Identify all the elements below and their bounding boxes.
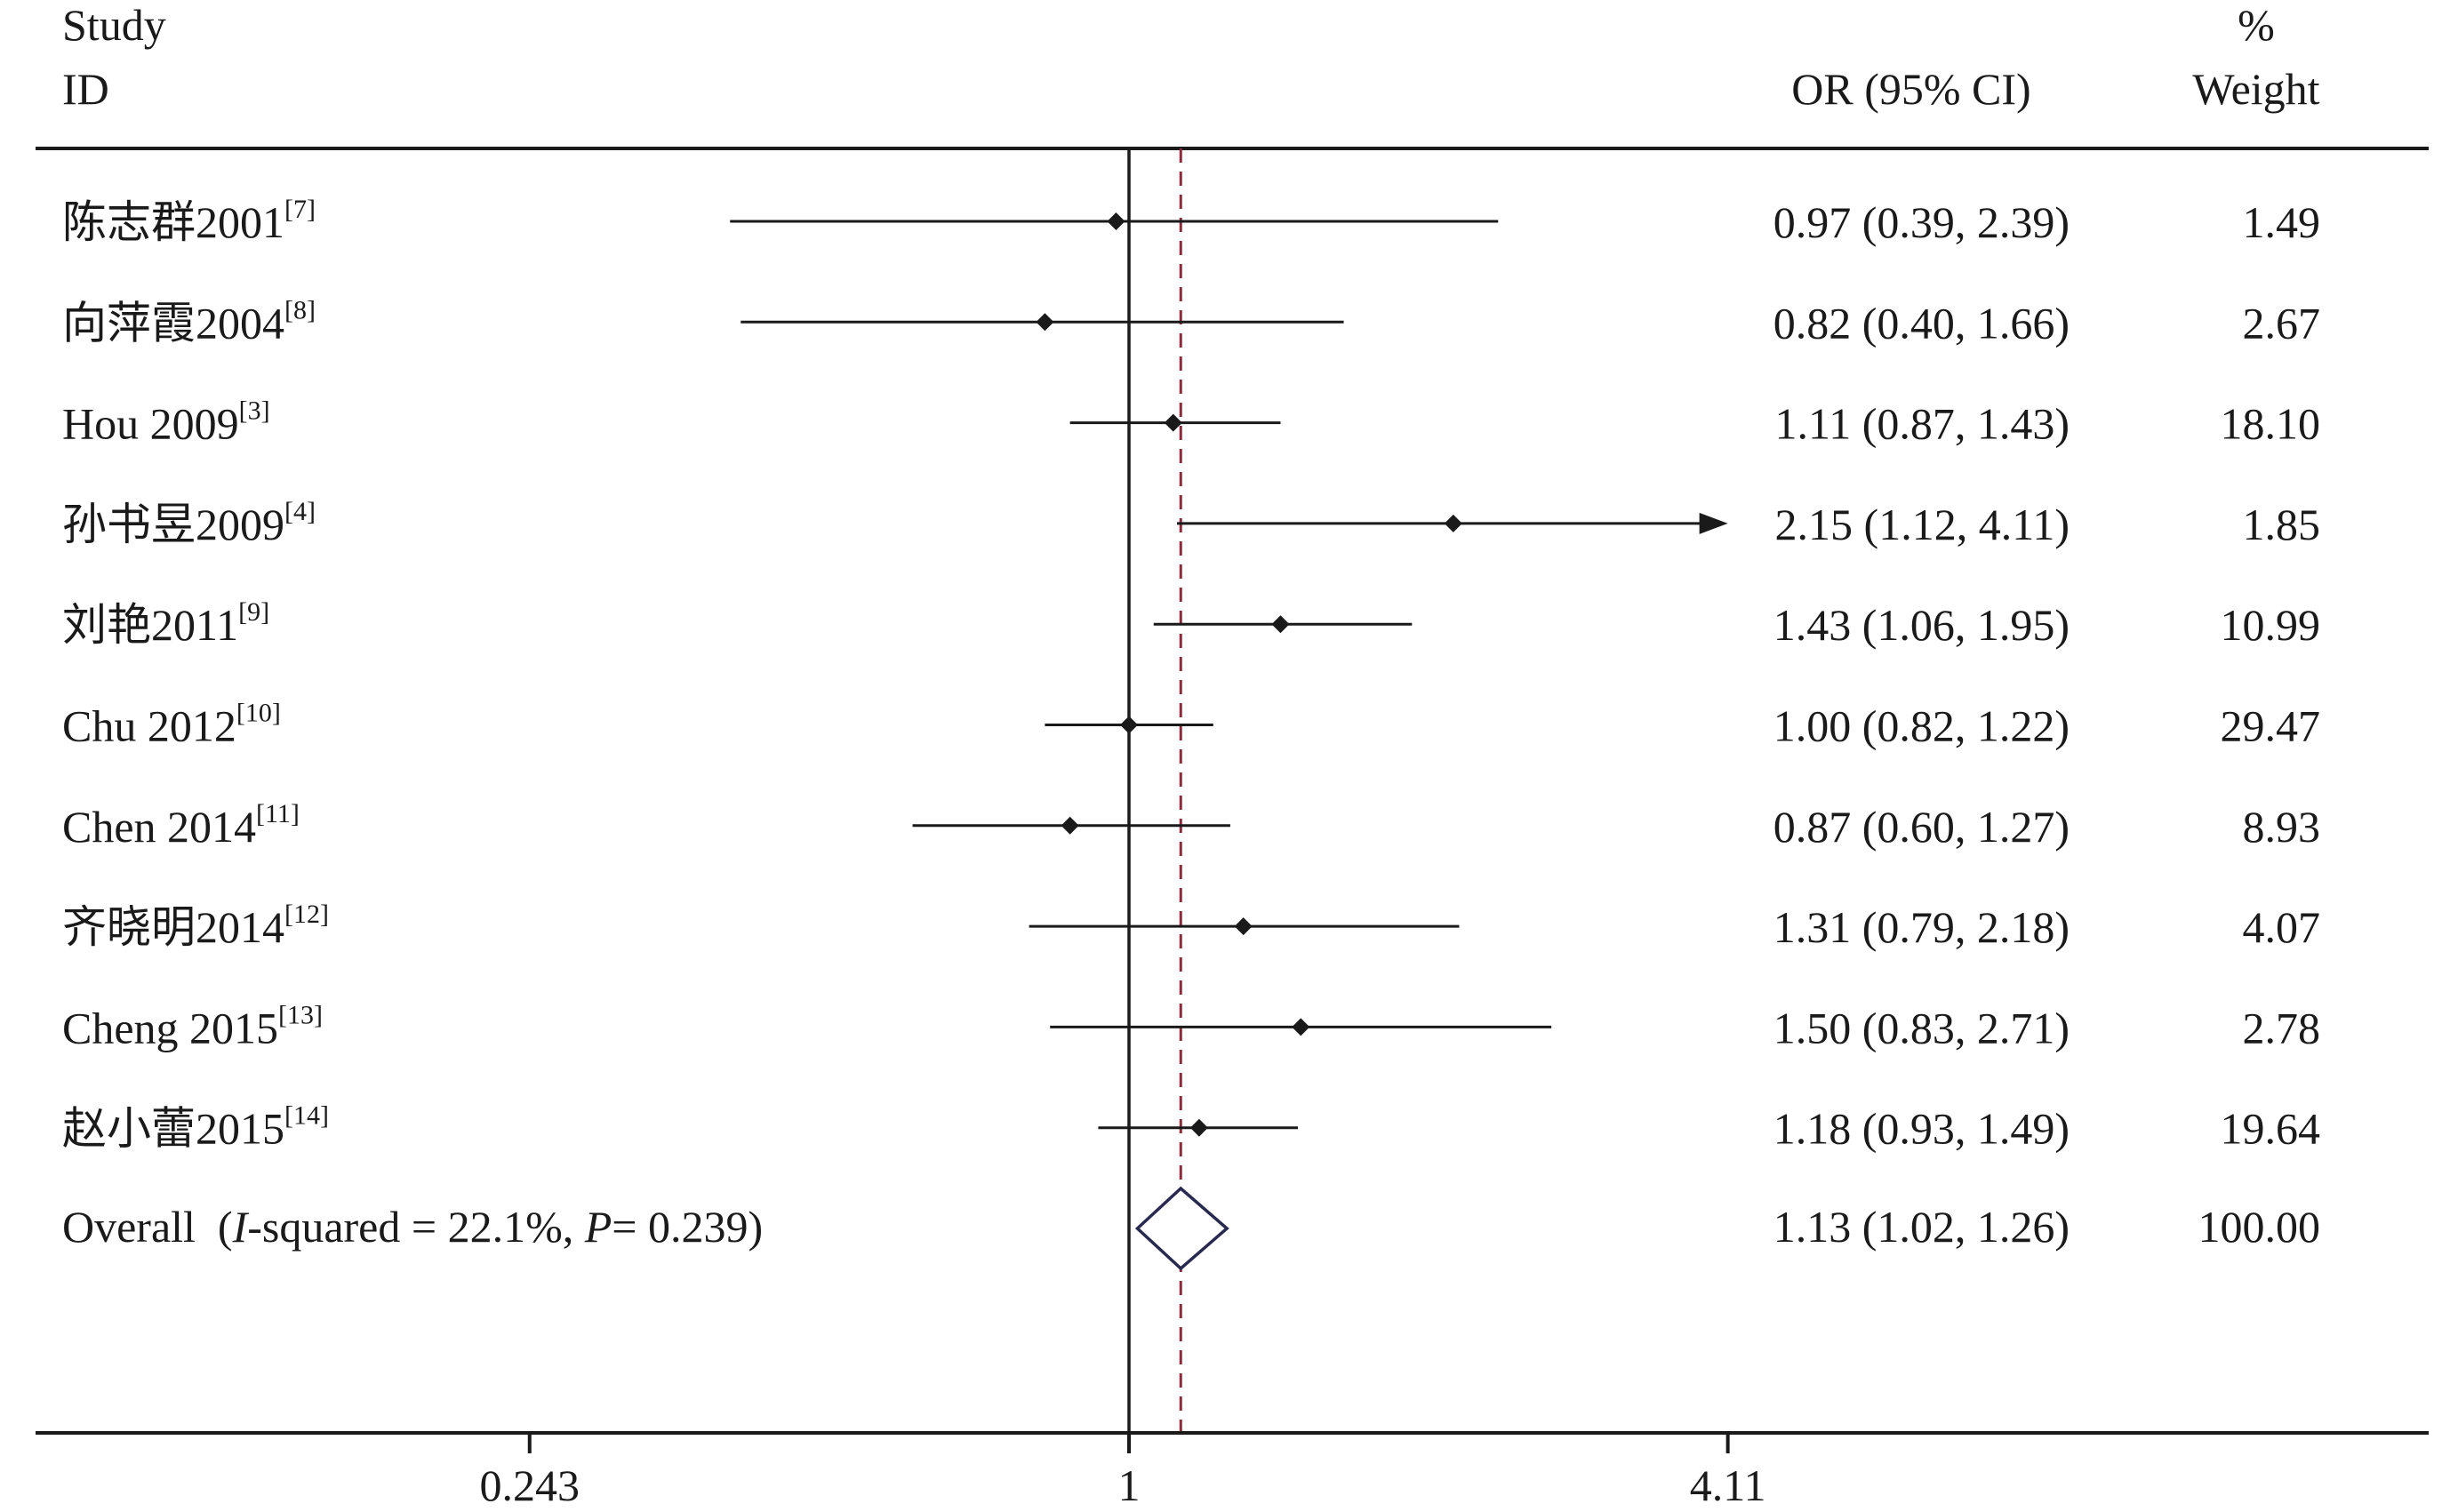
overall-label: Overall (I-squared = 22.1%, P= 0.239) bbox=[62, 1202, 763, 1252]
ci-text: 0.82 (0.40, 1.66) bbox=[1773, 298, 2070, 348]
study-reference: [7] bbox=[284, 195, 316, 224]
study-name: 向萍霞2004[8] bbox=[62, 295, 316, 348]
point-estimate bbox=[1120, 716, 1138, 734]
study-name: 陈志群2001[7] bbox=[62, 195, 316, 247]
overall-row: Overall (I-squared = 22.1%, P= 0.239) 1.… bbox=[62, 1186, 2321, 1271]
study-reference: [8] bbox=[284, 295, 316, 324]
study-name: 齐晓明2014[12] bbox=[62, 900, 329, 952]
study-name-text: Chu 2012 bbox=[62, 701, 236, 751]
study-reference: [9] bbox=[238, 597, 269, 627]
point-estimate bbox=[1107, 212, 1125, 230]
study-row: 向萍霞2004[8] 0.82 (0.40, 1.66) 2.67 bbox=[62, 295, 2320, 348]
overall-ci-text: 1.13 (1.02, 1.26) bbox=[1773, 1202, 2070, 1252]
ci-text: 1.00 (0.82, 1.22) bbox=[1773, 701, 2070, 751]
study-name-text: Cheng 2015 bbox=[62, 1003, 278, 1052]
point-estimate bbox=[1271, 615, 1290, 634]
study-name-text: Chen 2014 bbox=[62, 802, 256, 852]
study-name-text: 孙书昱2009 bbox=[62, 500, 284, 549]
study-name: Hou 2009[3] bbox=[62, 396, 270, 449]
study-row: Chen 2014[11] 0.87 (0.60, 1.27) 8.93 bbox=[62, 799, 2320, 852]
study-reference: [10] bbox=[236, 699, 281, 728]
study-row: 齐晓明2014[12] 1.31 (0.79, 2.18) 4.07 bbox=[62, 900, 2320, 952]
study-row: 孙书昱2009[4] 2.15 (1.12, 4.11) 1.85 bbox=[62, 497, 2320, 549]
weight-value: 2.67 bbox=[2243, 298, 2321, 348]
header-weight-label: Weight bbox=[2192, 64, 2319, 114]
study-row: Chu 2012[10] 1.00 (0.82, 1.22) 29.47 bbox=[62, 699, 2320, 751]
study-reference: [3] bbox=[239, 396, 270, 426]
study-name-text: 赵小蕾2015 bbox=[62, 1104, 284, 1154]
point-estimate bbox=[1292, 1018, 1310, 1036]
study-name: Chen 2014[11] bbox=[62, 799, 300, 852]
header-id-label: ID bbox=[62, 64, 109, 114]
weight-value: 4.07 bbox=[2243, 902, 2321, 952]
study-row: Hou 2009[3] 1.11 (0.87, 1.43) 18.10 bbox=[62, 396, 2320, 449]
study-reference: [13] bbox=[278, 1000, 323, 1029]
study-name-text: 陈志群2001 bbox=[62, 197, 284, 247]
ci-text: 1.31 (0.79, 2.18) bbox=[1773, 902, 2070, 952]
point-estimate bbox=[1234, 917, 1253, 936]
x-axis-ticks: 0.243 1 4.11 bbox=[480, 1433, 1766, 1510]
ci-text: 1.11 (0.87, 1.43) bbox=[1775, 399, 2070, 449]
study-name: 孙书昱2009[4] bbox=[62, 497, 316, 549]
point-estimate bbox=[1164, 413, 1182, 432]
ci-arrow bbox=[1699, 512, 1728, 534]
header-weight-percent: % bbox=[2238, 0, 2275, 50]
study-row: 刘艳2011[9] 1.43 (1.06, 1.95) 10.99 bbox=[62, 597, 2320, 650]
header-effect-label: OR (95% CI) bbox=[1791, 64, 2030, 114]
study-name-text: 齐晓明2014 bbox=[62, 902, 284, 952]
weight-value: 10.99 bbox=[2221, 600, 2321, 650]
study-rows: 陈志群2001[7] 0.97 (0.39, 2.39) 1.49 向萍霞2004[8… bbox=[62, 195, 2320, 1154]
study-name: 刘艳2011[9] bbox=[62, 597, 269, 650]
weight-value: 1.49 bbox=[2243, 197, 2321, 247]
study-name-text: Hou 2009 bbox=[62, 399, 239, 449]
overall-weight: 100.00 bbox=[2198, 1202, 2321, 1252]
header: Study ID OR (95% CI) % Weight bbox=[62, 0, 2320, 114]
x-tick-label: 0.243 bbox=[480, 1460, 580, 1510]
study-name: Cheng 2015[13] bbox=[62, 1000, 323, 1052]
header-study-label: Study bbox=[62, 0, 166, 50]
point-estimate bbox=[1061, 816, 1079, 835]
study-name: Chu 2012[10] bbox=[62, 699, 281, 751]
weight-value: 29.47 bbox=[2221, 701, 2321, 751]
study-name-text: 向萍霞2004 bbox=[62, 298, 284, 348]
x-tick-label: 1 bbox=[1118, 1460, 1141, 1510]
study-name-text: 刘艳2011 bbox=[62, 600, 238, 650]
study-row: Cheng 2015[13] 1.50 (0.83, 2.71) 2.78 bbox=[62, 1000, 2320, 1052]
overall-diamond bbox=[1134, 1186, 1229, 1271]
weight-value: 8.93 bbox=[2243, 802, 2321, 852]
ci-text: 2.15 (1.12, 4.11) bbox=[1775, 500, 2070, 549]
ci-text: 1.50 (0.83, 2.71) bbox=[1773, 1003, 2070, 1052]
study-reference: [4] bbox=[284, 497, 316, 526]
study-name: 赵小蕾2015[14] bbox=[62, 1101, 329, 1154]
point-estimate bbox=[1036, 313, 1054, 332]
study-row: 赵小蕾2015[14] 1.18 (0.93, 1.49) 19.64 bbox=[62, 1101, 2320, 1154]
ci-text: 0.87 (0.60, 1.27) bbox=[1773, 802, 2070, 852]
ci-text: 1.43 (1.06, 1.95) bbox=[1773, 600, 2070, 650]
study-reference: [11] bbox=[256, 799, 300, 828]
point-estimate bbox=[1444, 514, 1462, 532]
weight-value: 19.64 bbox=[2221, 1104, 2321, 1154]
x-tick-label: 4.11 bbox=[1690, 1460, 1766, 1510]
weight-value: 2.78 bbox=[2243, 1003, 2321, 1052]
point-estimate bbox=[1189, 1118, 1208, 1137]
study-reference: [12] bbox=[284, 900, 329, 929]
weight-value: 1.85 bbox=[2243, 500, 2321, 549]
ci-text: 0.97 (0.39, 2.39) bbox=[1773, 197, 2070, 247]
study-reference: [14] bbox=[284, 1101, 329, 1131]
weight-value: 18.10 bbox=[2221, 399, 2321, 449]
ci-text: 1.18 (0.93, 1.49) bbox=[1773, 1104, 2070, 1154]
study-row: 陈志群2001[7] 0.97 (0.39, 2.39) 1.49 bbox=[62, 195, 2320, 247]
